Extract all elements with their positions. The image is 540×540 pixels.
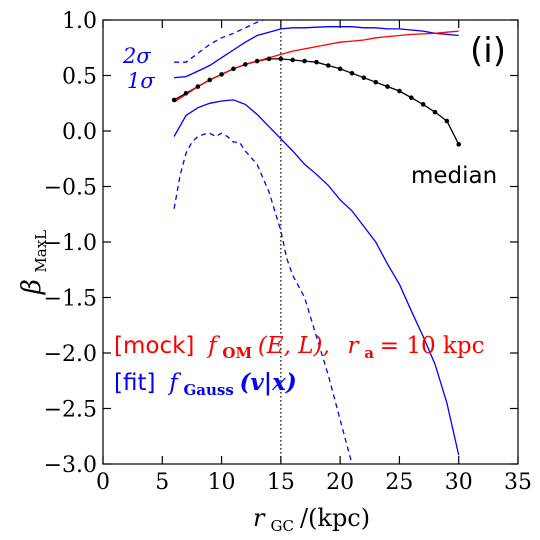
median-point (242, 62, 248, 67)
axis-ticks (102, 19, 519, 465)
median-point (349, 70, 355, 76)
x-axis-title-sub: GC (270, 517, 293, 535)
y-tick-label: 1.0 (62, 9, 97, 34)
median-point (219, 72, 224, 77)
x-axis-title-main: r (253, 504, 266, 532)
y-tick-label: 0.0 (62, 120, 97, 145)
x-tick-label: 5 (155, 470, 169, 495)
y-tick-label: −2.0 (44, 342, 97, 367)
series-line-2-lower (173, 132, 353, 465)
median-point (408, 95, 414, 100)
x-tick-label: 30 (445, 470, 473, 495)
y-tick-label: −2.5 (44, 398, 97, 423)
median-point (420, 102, 426, 107)
median-point (397, 88, 402, 94)
mock-formula-f: f (206, 333, 220, 359)
y-tick-label: −0.5 (44, 176, 97, 201)
x-tick-label: 25 (385, 470, 413, 495)
sigma1-label: 1σ (127, 69, 155, 93)
median-point (361, 75, 367, 81)
x-tick-label: 0 (96, 470, 110, 495)
series-line-1-lower (173, 99, 460, 456)
mock-formula-args: (E, L), (258, 333, 330, 359)
median-point (195, 84, 201, 89)
y-axis-title-main: β (17, 279, 47, 295)
median-point (278, 56, 284, 62)
median-point (302, 58, 307, 64)
y-tick-label: −3.0 (44, 453, 97, 478)
mock-formula-sub: OM (222, 344, 252, 362)
mock-ra: r (348, 333, 361, 359)
x-axis-title: r GC /(kpc) (253, 504, 370, 537)
median-point (266, 56, 272, 62)
y-tick-label: −1.5 (44, 287, 97, 312)
median-point (207, 77, 213, 83)
median-point (290, 57, 296, 63)
median-point (254, 58, 260, 64)
sigma2-label: 2σ (122, 44, 151, 68)
x-tick-labels: 0 5 10 15 20 25 30 35 (96, 470, 532, 495)
median-point (456, 142, 462, 147)
median-point (325, 63, 331, 68)
fit-formula-args: (v|x) (240, 369, 297, 396)
median-label: median (411, 163, 497, 189)
x-tick-label: 35 (504, 470, 532, 495)
panel-label: (i) (470, 31, 506, 71)
y-tick-label: −1.0 (44, 231, 97, 256)
fit-formula-f: f (167, 370, 181, 396)
median-point (432, 109, 438, 115)
series-line-2-upper (174, 19, 264, 63)
series-line-1-upper (174, 26, 459, 79)
median-point (231, 66, 236, 72)
y-axis-title: β MaxL (17, 230, 50, 295)
plot-frame (102, 19, 519, 465)
median-point (314, 59, 319, 65)
y-tick-labels: 1.0 0.5 0.0 −0.5 −1.0 −1.5 −2.0 −2.5 −3.0 (44, 9, 97, 478)
median-point (444, 118, 450, 124)
median-point (183, 90, 189, 96)
x-axis-title-units: /(kpc) (300, 504, 370, 532)
median-point (171, 97, 177, 103)
mock-legend: [mock] f OM (E, L), r a = 10 kpc (114, 333, 484, 363)
y-tick-label: 0.5 (62, 65, 97, 90)
mock-ra-sub: a (364, 344, 374, 362)
x-tick-label: 10 (208, 470, 236, 495)
fit-tag: [fit] (114, 370, 155, 396)
fit-formula-sub: Gauss (183, 381, 233, 399)
y-axis-title-sub: MaxL (32, 230, 50, 273)
median-point (337, 66, 343, 72)
median-point (373, 79, 379, 85)
x-tick-label: 15 (267, 470, 295, 495)
fit-legend: [fit] f Gauss (v|x) (114, 369, 297, 400)
mock-tag: [mock] (114, 333, 194, 359)
x-tick-label: 20 (326, 470, 354, 495)
median-point (385, 84, 390, 89)
median-points (171, 56, 462, 147)
mock-ra-value: = 10 kpc (380, 333, 485, 359)
